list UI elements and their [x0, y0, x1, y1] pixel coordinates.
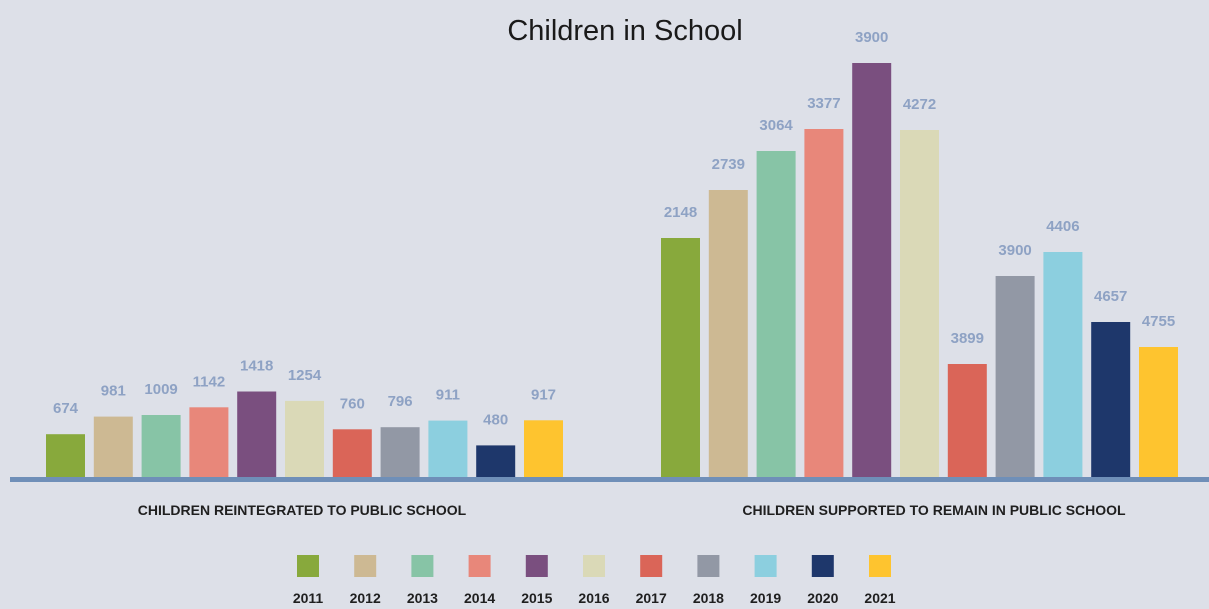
value-label-supported-2017: 3899	[951, 330, 984, 347]
bar-reintegrated-2011	[46, 434, 85, 477]
bar-supported-2016	[900, 130, 939, 477]
bar-supported-2018	[995, 276, 1035, 477]
bar-reintegrated-2018	[380, 427, 420, 477]
bar-reintegrated-2016	[285, 400, 324, 477]
group-label-supported: CHILDREN SUPPORTED TO REMAIN IN PUBLIC S…	[742, 502, 1126, 518]
legend-label-2016: 2016	[578, 590, 609, 606]
legend-label-2011: 2011	[293, 590, 324, 606]
legend-label-2015: 2015	[521, 590, 552, 606]
bar-supported-2011	[661, 238, 700, 477]
chart-title: Children in School	[507, 15, 742, 47]
legend-label-2021: 2021	[864, 590, 895, 606]
value-label-supported-2011: 2148	[664, 204, 697, 221]
bar-reintegrated-2012	[93, 416, 133, 477]
value-label-reintegrated-2015: 1418	[240, 358, 273, 375]
bar-reintegrated-2013	[141, 415, 181, 477]
legend-label-2017: 2017	[636, 590, 667, 606]
bar-supported-2020	[1091, 322, 1131, 477]
value-label-reintegrated-2012: 981	[101, 383, 126, 400]
bars-layer: 674 981 1009 1142 1418 1254 760 796 911 480 917 214…	[46, 29, 1178, 477]
value-label-reintegrated-2021: 917	[531, 386, 556, 403]
legend-label-2020: 2020	[807, 590, 838, 606]
value-label-supported-2014: 3377	[807, 95, 840, 112]
legend-swatch-2015	[525, 555, 548, 577]
value-label-supported-2020: 4657	[1094, 288, 1127, 305]
legend-swatch-2017	[640, 555, 663, 577]
legend-label-2013: 2013	[407, 590, 438, 606]
legend: 2011 2012 2013 2014 2015 2016 2017 2018 2019 2020…	[293, 555, 896, 606]
bar-supported-2021	[1139, 347, 1178, 477]
bar-reintegrated-2020	[476, 445, 516, 477]
value-label-reintegrated-2016: 1254	[288, 367, 322, 384]
value-label-reintegrated-2017: 760	[340, 395, 365, 412]
value-label-reintegrated-2020: 480	[483, 411, 508, 428]
value-label-supported-2019: 4406	[1046, 218, 1079, 235]
bar-reintegrated-2017	[332, 429, 372, 477]
value-label-supported-2016: 4272	[903, 96, 936, 113]
bar-reintegrated-2014	[189, 407, 229, 477]
value-label-supported-2013: 3064	[759, 117, 793, 134]
bar-supported-2015	[852, 63, 892, 477]
bar-reintegrated-2019	[428, 420, 468, 477]
group-label-reintegrated: CHILDREN REINTEGRATED TO PUBLIC SCHOOL	[138, 502, 467, 518]
baseline-axis	[10, 477, 1209, 482]
value-label-supported-2015: 3900	[855, 29, 888, 46]
legend-label-2014: 2014	[464, 590, 495, 606]
legend-swatch-2018	[697, 555, 720, 577]
legend-label-2018: 2018	[693, 590, 724, 606]
value-label-supported-2018: 3900	[998, 242, 1031, 259]
legend-swatch-2014	[468, 555, 491, 577]
value-label-reintegrated-2011: 674	[53, 400, 79, 417]
legend-swatch-2013	[411, 555, 434, 577]
value-label-supported-2021: 4755	[1142, 313, 1175, 330]
value-label-reintegrated-2013: 1009	[144, 381, 177, 398]
bar-supported-2017	[947, 364, 987, 477]
legend-swatch-2016	[583, 555, 605, 577]
legend-swatch-2019	[754, 555, 777, 577]
bar-supported-2019	[1043, 252, 1083, 477]
value-label-supported-2012: 2739	[712, 156, 745, 173]
legend-swatch-2021	[869, 555, 891, 577]
bar-supported-2012	[708, 190, 748, 477]
legend-label-2012: 2012	[350, 590, 381, 606]
legend-swatch-2012	[354, 555, 377, 577]
legend-swatch-2011	[297, 555, 319, 577]
legend-label-2019: 2019	[750, 590, 781, 606]
bar-reintegrated-2021	[524, 420, 563, 477]
legend-swatch-2020	[811, 555, 834, 577]
value-label-reintegrated-2014: 1142	[193, 373, 226, 390]
bar-reintegrated-2015	[237, 391, 277, 477]
value-label-reintegrated-2018: 796	[388, 393, 413, 410]
bar-supported-2014	[804, 129, 844, 477]
value-label-reintegrated-2019: 911	[436, 387, 460, 404]
bar-supported-2013	[756, 151, 796, 477]
